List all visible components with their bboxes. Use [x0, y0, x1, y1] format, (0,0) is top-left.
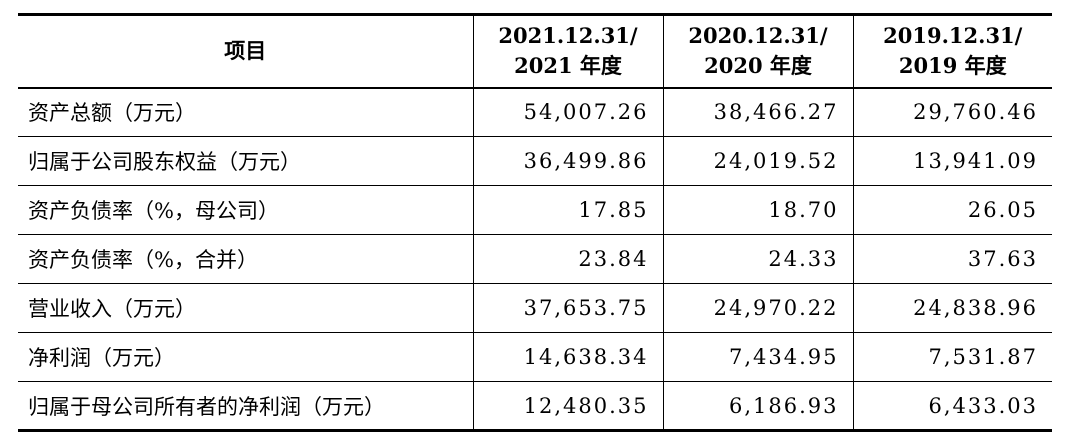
value-cell: 26.05	[852, 185, 1052, 235]
value-cell: 7,531.87	[852, 332, 1052, 382]
row-label: 资产总额（万元）	[18, 87, 474, 137]
row-label: 净利润（万元）	[18, 332, 474, 382]
value-cell: 12,480.35	[472, 381, 664, 431]
header-cell: 2019.12.31/2019 年度	[852, 14, 1052, 88]
value-cell: 36,499.86	[472, 136, 664, 186]
value-cell: 24,019.52	[662, 136, 854, 186]
value-cell: 38,466.27	[662, 87, 854, 137]
value-cell: 7,434.95	[662, 332, 854, 382]
header-cell: 2021.12.31/2021 年度	[472, 14, 664, 88]
header-line: 2020 年度	[704, 53, 812, 79]
value-cell: 18.70	[662, 185, 854, 235]
header-cell: 项目	[18, 14, 474, 88]
value-cell: 13,941.09	[852, 136, 1052, 186]
value-cell: 6,186.93	[662, 381, 854, 431]
row-label: 归属于母公司所有者的净利润（万元）	[18, 381, 474, 431]
table-header: 项目 2021.12.31/2021 年度 2020.12.31/2020 年度 20…	[18, 14, 1052, 88]
value-cell: 6,433.03	[852, 381, 1052, 431]
header-line: 2019 年度	[898, 53, 1007, 79]
value-cell: 23.84	[472, 234, 664, 284]
table-body: 资产总额（万元） 54,007.26 38,466.27 29,760.46 归属于公司…	[18, 87, 1052, 431]
header-line: 2019.12.31/	[883, 23, 1023, 49]
value-cell: 37.63	[852, 234, 1052, 284]
table-row: 资产总额（万元） 54,007.26 38,466.27 29,760.46	[18, 87, 1052, 137]
header-line: 2021.12.31/	[498, 23, 638, 49]
data-table: 项目 2021.12.31/2021 年度 2020.12.31/2020 年度 20…	[18, 13, 1052, 432]
value-cell: 54,007.26	[472, 87, 664, 137]
table-row: 营业收入（万元） 37,653.75 24,970.22 24,838.96	[18, 283, 1052, 333]
table-row: 归属于公司股东权益（万元） 36,499.86 24,019.52 13,941.09	[18, 136, 1052, 186]
header-line: 2020.12.31/	[688, 23, 828, 49]
table-row: 资产负债率（%，合并） 23.84 24.33 37.63	[18, 234, 1052, 284]
row-label: 资产负债率（%，合并）	[18, 234, 474, 284]
value-cell: 37,653.75	[472, 283, 664, 333]
header-line: 2021 年度	[514, 53, 622, 79]
value-cell: 29,760.46	[852, 87, 1052, 137]
value-cell: 24.33	[662, 234, 854, 284]
value-cell: 24,970.22	[662, 283, 854, 333]
header-cell: 2020.12.31/2020 年度	[662, 14, 854, 88]
row-label: 资产负债率（%，母公司）	[18, 185, 474, 235]
header-line: 项目	[224, 38, 267, 64]
table-row: 归属于母公司所有者的净利润（万元） 12,480.35 6,186.93 6,433.…	[18, 381, 1052, 431]
row-label: 营业收入（万元）	[18, 283, 474, 333]
value-cell: 24,838.96	[852, 283, 1052, 333]
value-cell: 17.85	[472, 185, 664, 235]
value-cell: 14,638.34	[472, 332, 664, 382]
table-row: 资产负债率（%，母公司） 17.85 18.70 26.05	[18, 185, 1052, 235]
row-label: 归属于公司股东权益（万元）	[18, 136, 474, 186]
table-row: 净利润（万元） 14,638.34 7,434.95 7,531.87	[18, 332, 1052, 382]
header-row: 项目 2021.12.31/2021 年度 2020.12.31/2020 年度 20…	[18, 14, 1052, 88]
